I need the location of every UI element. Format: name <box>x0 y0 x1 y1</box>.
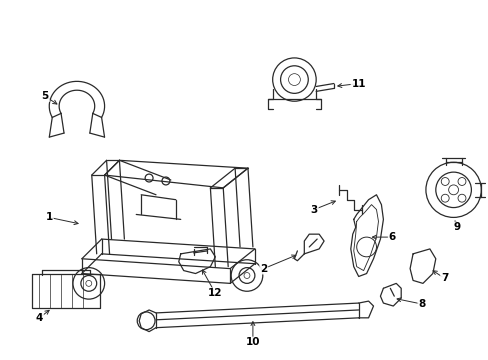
Text: 3: 3 <box>310 204 317 215</box>
Text: 8: 8 <box>417 299 425 309</box>
Text: 12: 12 <box>208 288 222 298</box>
Text: 11: 11 <box>351 78 365 89</box>
Text: 1: 1 <box>45 212 53 222</box>
Text: 10: 10 <box>245 337 260 347</box>
Text: 6: 6 <box>388 232 395 242</box>
Text: 9: 9 <box>453 222 460 232</box>
Text: 5: 5 <box>41 91 49 101</box>
Text: 7: 7 <box>440 274 447 283</box>
Text: 2: 2 <box>260 264 267 274</box>
Text: 4: 4 <box>36 313 43 323</box>
